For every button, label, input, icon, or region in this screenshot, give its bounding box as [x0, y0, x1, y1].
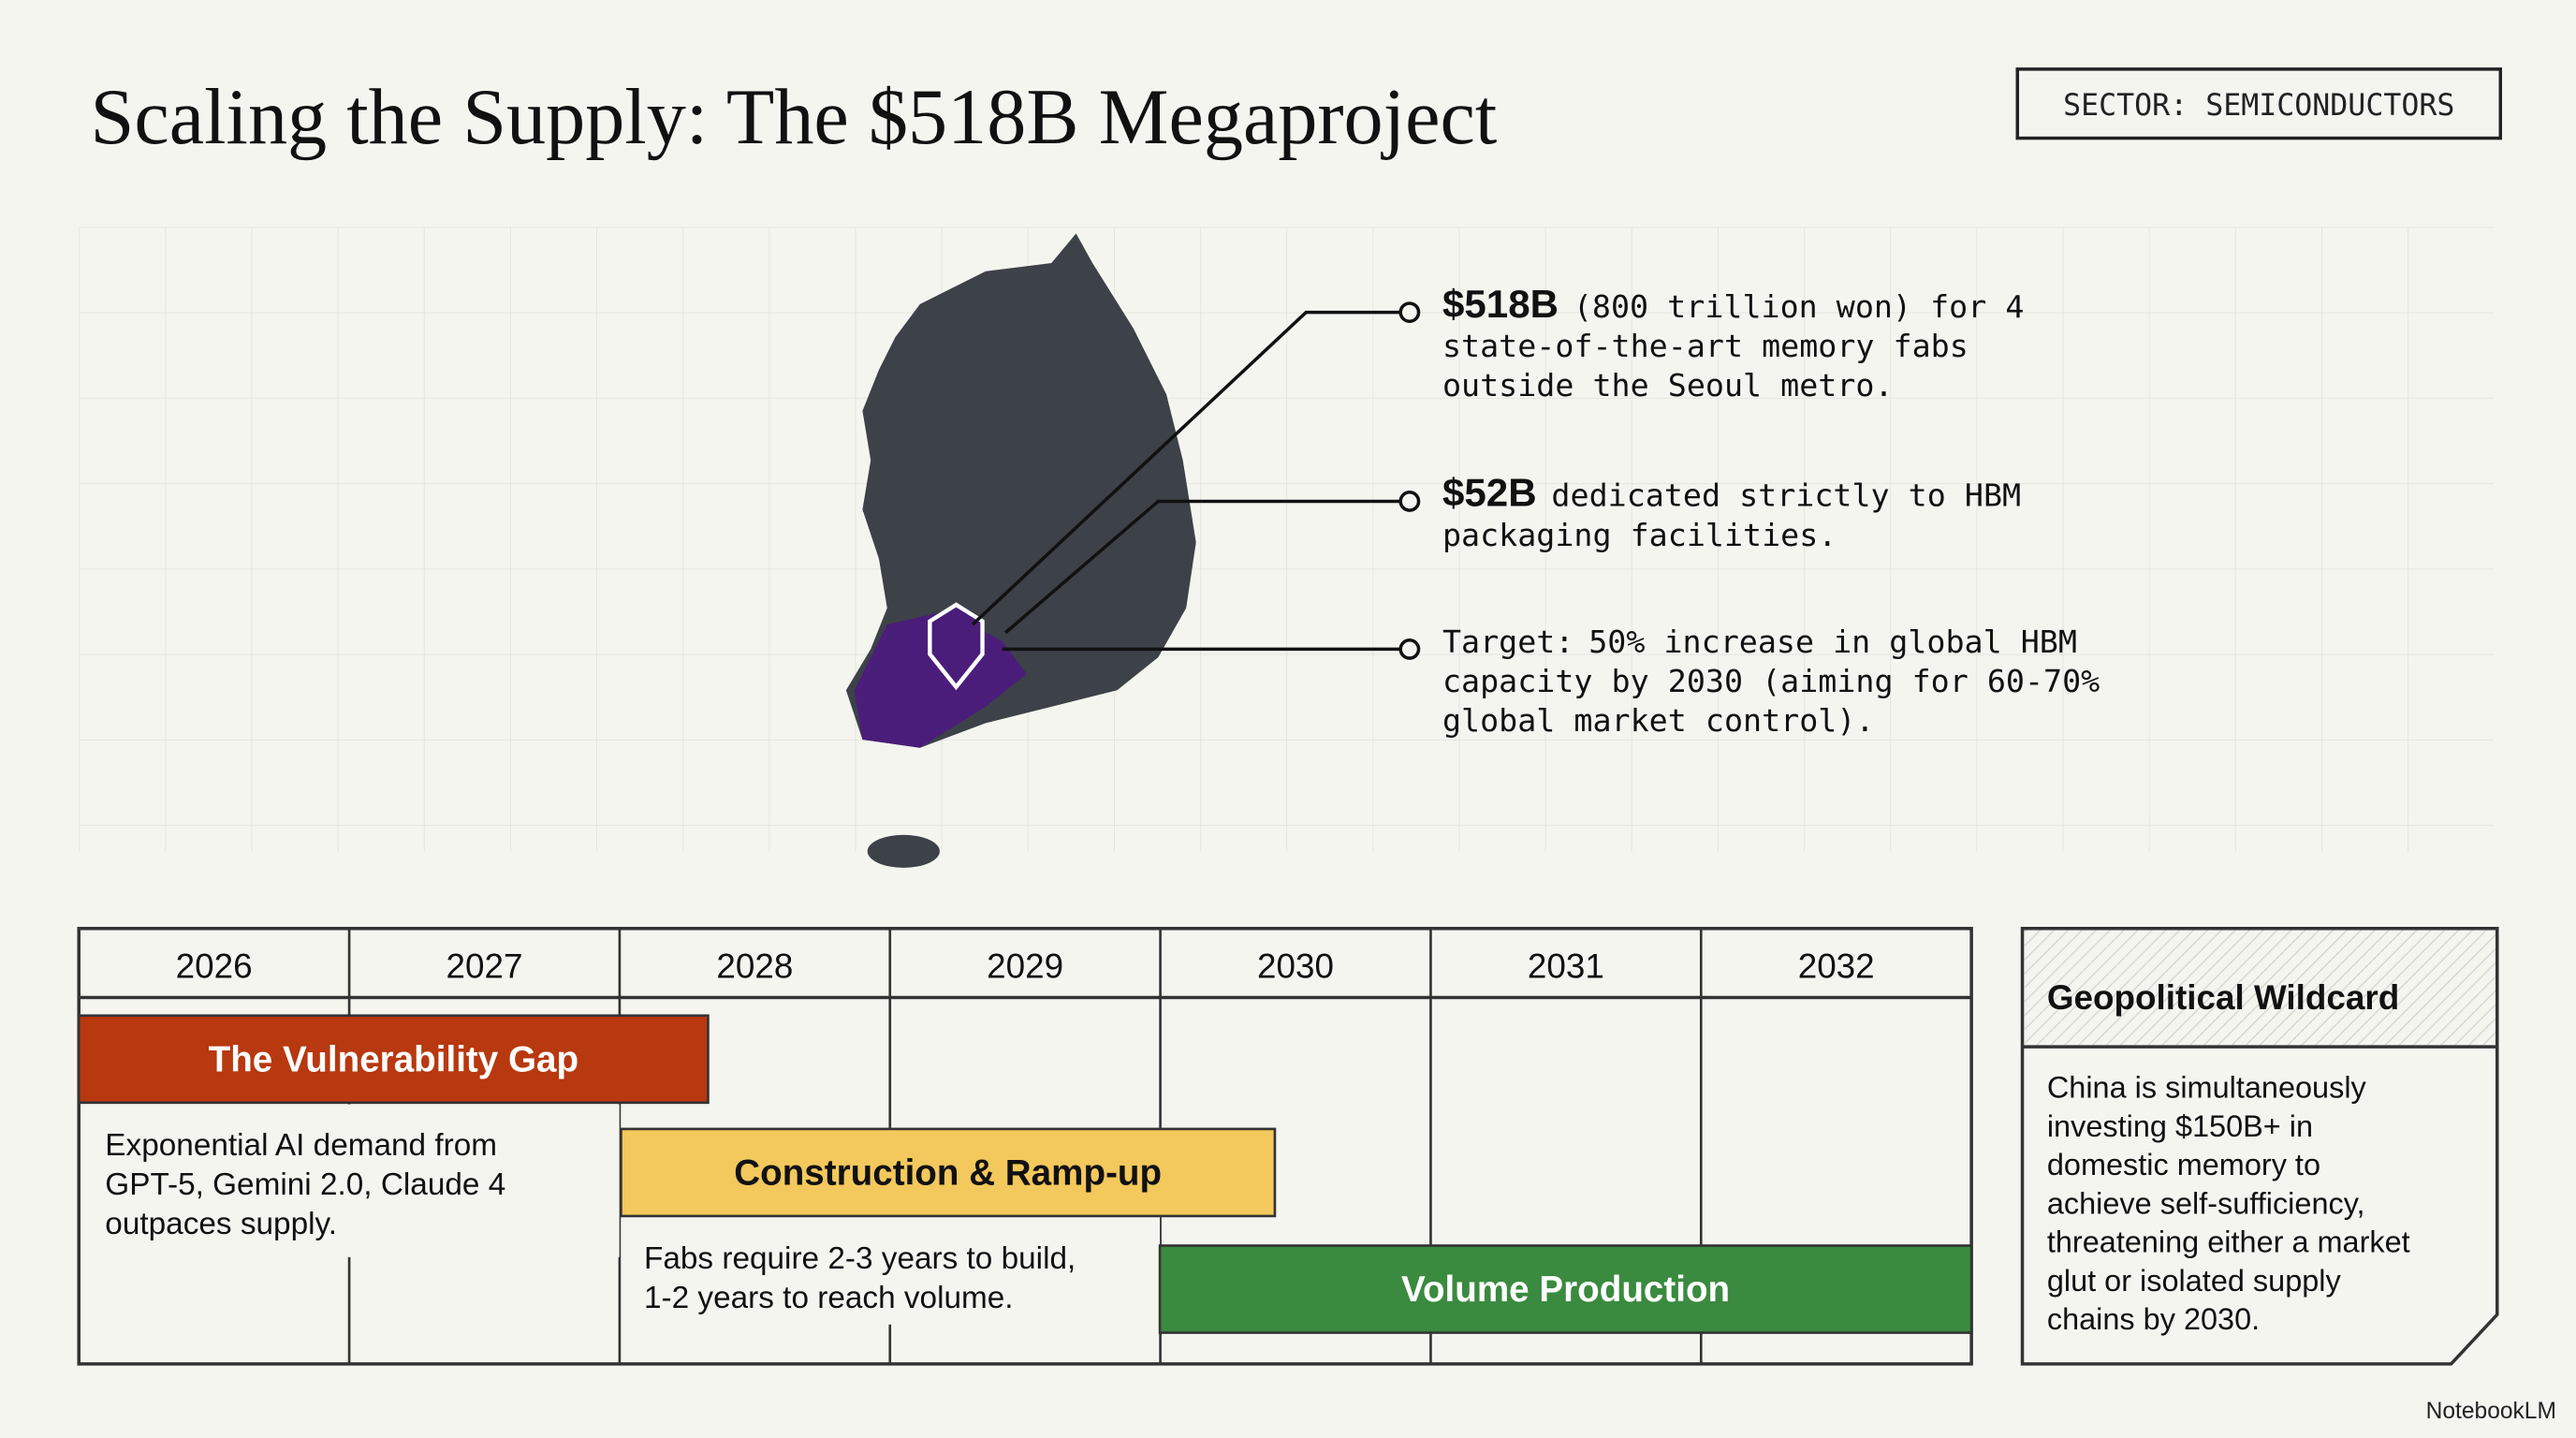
phase-label: Construction & Ramp-up — [734, 1153, 1162, 1194]
year-label: 2030 — [1257, 946, 1334, 985]
wildcard-line: chains by 2030. — [2047, 1302, 2260, 1336]
callout-text: state-of-the-art memory fabs — [1442, 328, 1969, 364]
jeju-island — [867, 834, 940, 868]
phase-bar — [77, 1014, 710, 1105]
note-background — [80, 1104, 620, 1257]
title: Scaling the Supply: The $518B Megaprojec… — [91, 74, 1498, 161]
callouts: $518B (800 trillion won) for 4state-of-th… — [1442, 282, 2100, 739]
callout-lead: Target: — [1442, 624, 1573, 660]
wildcard-line: China is simultaneously — [2047, 1071, 2367, 1105]
callout-line — [1003, 499, 1400, 635]
sector-tag: SECTOR: SEMICONDUCTORS — [2063, 89, 2454, 123]
phase-bar — [1158, 1244, 1973, 1334]
wildcard-line: glut or isolated supply — [2047, 1264, 2342, 1298]
wildcard-line: domestic memory to — [2047, 1148, 2320, 1181]
location-pin — [928, 602, 985, 691]
callout-first-line: $52B dedicated strictly to HBM — [1442, 471, 2021, 515]
wildcard-title: Geopolitical Wildcard — [2047, 978, 2399, 1017]
callout-text: capacity by 2030 (aiming for 60-70% — [1442, 663, 2100, 699]
wildcard-text: China is simultaneously investing $150B+ … — [2047, 1071, 2410, 1336]
grid-background — [79, 227, 2495, 852]
year-label: 2028 — [716, 946, 793, 985]
callout-text: packaging facilities. — [1442, 517, 1837, 553]
phase-note: Exponential AI demand from — [105, 1128, 497, 1163]
wildcard-card: Geopolitical Wildcard China is simultane… — [2020, 927, 2499, 1366]
callout-text: dedicated strictly to HBM — [1551, 477, 2021, 514]
callout-first-line: Target: 50% increase in global HBM — [1442, 624, 2077, 660]
callout-first-line: $518B (800 trillion won) for 4 — [1442, 282, 2024, 326]
wildcard-header — [2024, 930, 2496, 1046]
callout-lead: $52B — [1442, 471, 1537, 515]
year-label: 2027 — [446, 946, 523, 985]
year-label: 2031 — [1528, 946, 1604, 985]
callout-line — [971, 310, 1400, 626]
callout-lead: $518B — [1442, 282, 1559, 326]
map — [845, 233, 1196, 868]
year-label: 2026 — [176, 946, 253, 985]
year-label: 2032 — [1798, 946, 1875, 985]
callout-lines — [971, 301, 1421, 660]
callout-dot — [1398, 301, 1421, 324]
wildcard-line: investing $150B+ in — [2047, 1109, 2313, 1143]
phase-label: The Vulnerability Gap — [209, 1039, 578, 1079]
wildcard-line: threatening either a market — [2047, 1225, 2410, 1259]
callout-dot — [1398, 638, 1421, 660]
phase-note: GPT-5, Gemini 2.0, Claude 4 — [105, 1167, 505, 1202]
phase-note: outpaces supply. — [105, 1207, 337, 1241]
tag-box — [2015, 67, 2503, 140]
phase-label: Volume Production — [1401, 1269, 1730, 1310]
callout-text: global market control). — [1442, 702, 1875, 739]
callout-text: outside the Seoul metro. — [1442, 367, 1894, 404]
wildcard-line: achieve self-sufficiency, — [2047, 1186, 2365, 1220]
note-background — [622, 1215, 1161, 1325]
phase-bar — [620, 1127, 1277, 1218]
brand: NotebookLM — [2426, 1399, 2556, 1424]
phase-note: 1-2 years to reach volume. — [644, 1281, 1014, 1315]
callout-dot — [1398, 491, 1421, 512]
year-label: 2029 — [987, 946, 1063, 985]
callout-text: (800 trillion won) for 4 — [1573, 288, 2025, 325]
callout-text: 50% increase in global HBM — [1588, 624, 2077, 660]
timeline: 2026 2027 2028 2029 2030 2031 2032 The Vulnerab… — [77, 927, 1973, 1366]
phase-note: Fabs require 2-3 years to build, — [644, 1241, 1076, 1276]
